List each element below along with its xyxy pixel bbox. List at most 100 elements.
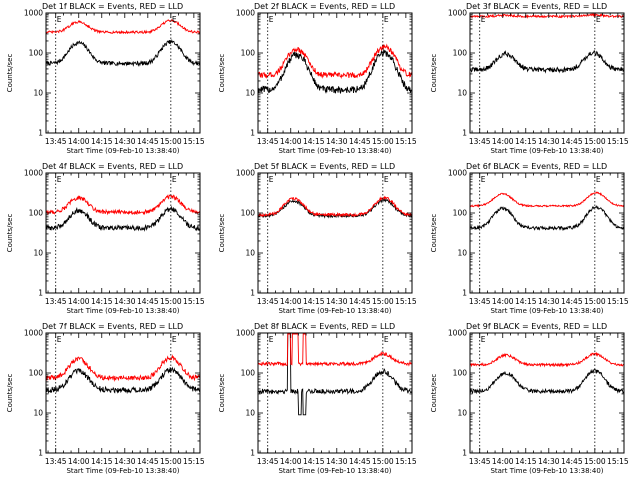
y-tick-label: 1000 [448,9,467,18]
x-tick-label: 14:15 [303,457,325,466]
x-tick-label: 14:00 [68,457,90,466]
event-marker-label: E [384,15,389,24]
series-lld [469,191,625,208]
y-tick-label: 1000 [24,329,43,338]
y-tick-label: 1000 [236,169,255,178]
y-tick-label: 100 [241,209,256,218]
y-tick-label: 1000 [448,169,467,178]
panel-7: Det 7f BLACK = Events, RED = LLD 1 10 100 10… [6,322,205,475]
plot-frame [45,12,201,134]
x-tick-label: 14:30 [114,297,136,306]
x-tick-label: 14:15 [303,297,325,306]
y-tick-label: 100 [453,209,468,218]
x-tick-label: 14:45 [561,297,583,306]
panel-5: Det 5f BLACK = Events, RED = LLD 1 10 100 10… [218,162,417,315]
x-tick-label: 14:00 [492,457,514,466]
event-marker-label: E [172,175,177,184]
x-tick-label: 14:45 [349,297,371,306]
x-tick-label: 14:00 [68,297,90,306]
chart-title: Det 6f BLACK = Events, RED = LLD [466,162,607,171]
y-tick-label: 10 [33,89,43,98]
y-tick-label: 10 [457,409,467,418]
y-tick-label: 1 [38,449,43,458]
y-tick-label: 10 [457,249,467,258]
x-tick-label: 13:45 [257,457,279,466]
series-lld [45,194,201,216]
x-tick-label: 14:45 [561,137,583,146]
x-axis-label: Start Time (09-Feb-10 13:38:40) [66,147,179,155]
y-tick-label: 10 [457,89,467,98]
x-tick-label: 14:15 [515,297,537,306]
x-tick-label: 15:15 [395,457,417,466]
x-tick-label: 15:15 [607,297,629,306]
plot-frame [45,172,201,294]
x-tick-label: 14:45 [561,457,583,466]
y-tick-label: 1 [462,129,467,138]
x-tick-label: 14:00 [280,297,302,306]
x-tick-label: 14:15 [515,457,537,466]
event-marker-label: E [269,175,274,184]
x-tick-label: 14:15 [91,137,113,146]
chart-title: Det 5f BLACK = Events, RED = LLD [254,162,395,171]
x-tick-label: 13:45 [45,137,67,146]
chart-title: Det 9f BLACK = Events, RED = LLD [466,322,607,331]
x-axis-label: Start Time (09-Feb-10 13:38:40) [278,147,391,155]
panel-9: Det 9f BLACK = Events, RED = LLD 1 10 100 10… [430,322,629,475]
y-axis-label: Counts/sec [430,54,438,93]
plot-frame [469,332,625,454]
series-lld [45,18,201,35]
x-tick-label: 15:00 [160,297,182,306]
event-marker-label: E [481,335,486,344]
x-tick-label: 13:45 [469,297,491,306]
y-tick-label: 1000 [236,9,255,18]
x-tick-label: 14:30 [538,137,560,146]
x-tick-label: 14:45 [349,457,371,466]
y-tick-label: 1000 [24,9,43,18]
series-events [45,205,201,232]
series-events [45,38,201,67]
y-tick-label: 100 [29,209,44,218]
chart-title: Det 7f BLACK = Events, RED = LLD [42,322,183,331]
plot-frame [257,172,413,294]
y-axis-label: Counts/sec [218,374,226,413]
x-tick-label: 15:00 [372,457,394,466]
x-tick-label: 15:15 [395,297,417,306]
event-marker-label: E [384,175,389,184]
y-tick-label: 10 [33,249,43,258]
y-tick-label: 10 [245,409,255,418]
x-tick-label: 15:00 [584,297,606,306]
y-tick-label: 1 [250,289,255,298]
x-tick-label: 15:15 [607,137,629,146]
y-tick-label: 1 [250,449,255,458]
series-lld [257,333,413,367]
x-tick-label: 14:15 [515,137,537,146]
panel-3: Det 3f BLACK = Events, RED = LLD 1 10 100 10… [430,2,629,155]
x-axis-label: Start Time (09-Feb-10 13:38:40) [490,467,603,475]
series-events [257,198,413,219]
event-marker-label: E [269,335,274,344]
y-tick-label: 100 [453,369,468,378]
x-tick-label: 14:45 [137,297,159,306]
y-tick-label: 1000 [236,329,255,338]
x-tick-label: 15:15 [607,457,629,466]
series-events [469,368,625,395]
x-tick-label: 15:00 [160,137,182,146]
x-tick-label: 14:00 [280,137,302,146]
x-tick-label: 14:15 [91,457,113,466]
y-tick-label: 10 [245,89,255,98]
x-tick-label: 13:45 [45,297,67,306]
x-tick-label: 14:45 [349,137,371,146]
x-tick-label: 14:30 [114,137,136,146]
x-axis-label: Start Time (09-Feb-10 13:38:40) [66,307,179,315]
y-tick-label: 1 [462,449,467,458]
x-tick-label: 14:30 [326,297,348,306]
x-tick-label: 15:15 [395,137,417,146]
x-tick-label: 15:15 [183,297,205,306]
series-events [257,49,413,95]
series-lld [45,354,200,382]
plot-frame [469,12,625,134]
event-marker-label: E [172,15,177,24]
series-lld [469,12,625,19]
chart-title: Det 3f BLACK = Events, RED = LLD [466,2,607,11]
y-tick-label: 100 [453,49,468,58]
